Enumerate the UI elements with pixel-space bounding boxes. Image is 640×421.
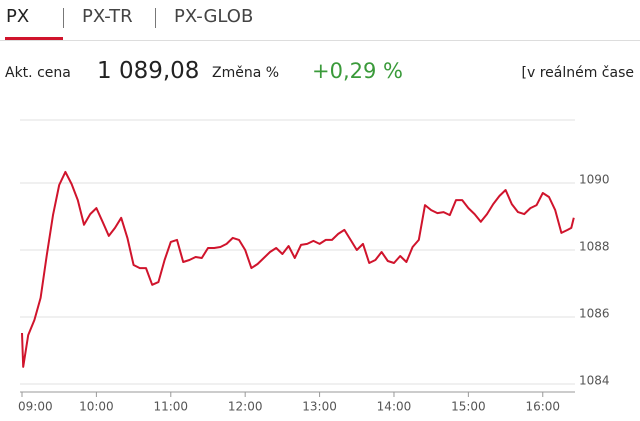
x-tick-label: 13:00 bbox=[302, 400, 337, 414]
x-tick-label: 12:00 bbox=[228, 400, 263, 414]
x-tick-label: 10:00 bbox=[79, 400, 114, 414]
price-line bbox=[21, 170, 575, 368]
change: +0,29 % bbox=[312, 59, 403, 83]
tab[interactable]: PX bbox=[6, 6, 30, 27]
price-label: Akt. cena bbox=[5, 65, 71, 81]
tab[interactable]: PX-GLOB bbox=[174, 6, 254, 27]
y-tick-label: 1086 bbox=[579, 306, 610, 320]
tab-bar-line bbox=[0, 40, 640, 41]
y-tick-label: 1088 bbox=[579, 239, 610, 253]
tab[interactable]: PX-TR bbox=[82, 6, 133, 27]
y-tick-label: 1090 bbox=[579, 172, 610, 186]
x-tick-label: 16:00 bbox=[525, 400, 560, 414]
change-label: Změna % bbox=[212, 65, 280, 81]
x-tick-label: 15:00 bbox=[451, 400, 486, 414]
x-tick-label: 09:00 bbox=[18, 400, 53, 414]
tab-separator bbox=[63, 8, 64, 28]
tab-separator bbox=[155, 8, 156, 28]
realtime-note: [v reálném čase bbox=[521, 65, 635, 81]
price: 1 089,08 bbox=[97, 58, 200, 84]
active-tab-indicator bbox=[5, 37, 63, 40]
y-tick-label: 1084 bbox=[579, 373, 610, 387]
x-tick-label: 11:00 bbox=[153, 400, 188, 414]
x-tick-label: 14:00 bbox=[377, 400, 412, 414]
